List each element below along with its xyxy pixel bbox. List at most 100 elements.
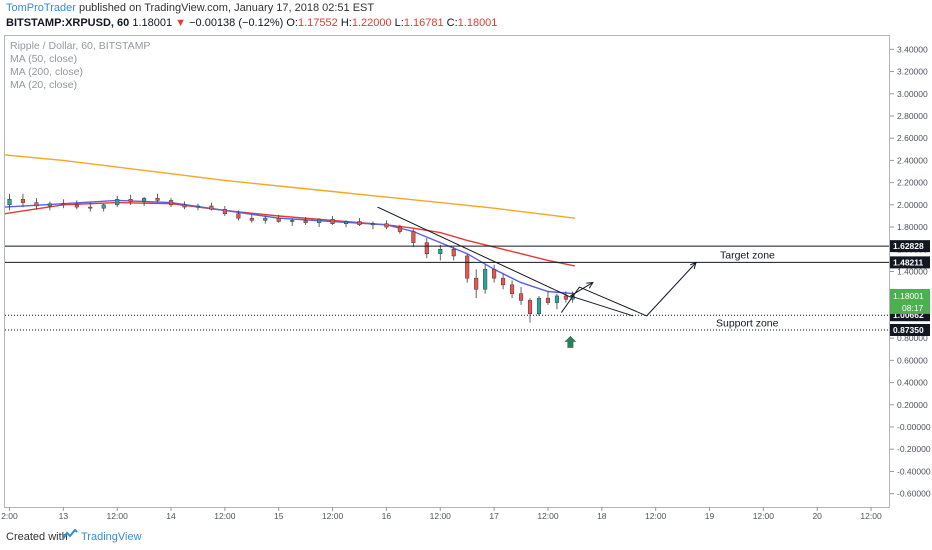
candle-body xyxy=(483,269,488,290)
level-badge-label: 1.00662 xyxy=(893,310,924,320)
trendline xyxy=(377,206,571,298)
support-zone-label: Support zone xyxy=(716,318,779,330)
y-tick-label: -0.40000 xyxy=(897,466,931,476)
y-tick-label: 2.20000 xyxy=(897,178,928,188)
legend-ma200[interactable]: MA (200, close) xyxy=(10,66,83,78)
candle-body xyxy=(563,295,568,300)
x-tick-label: 18 xyxy=(597,511,607,520)
level-badge-label: 1.48211 xyxy=(893,257,924,267)
y-tick-label: 3.00000 xyxy=(897,89,928,99)
y-tick-label: 3.20000 xyxy=(897,67,928,77)
publish-text: published on TradingView.com, January 17… xyxy=(75,2,375,14)
tradingview-logo-icon[interactable] xyxy=(62,529,78,541)
y-tick-label: 0.20000 xyxy=(897,400,928,410)
x-tick-label: 20 xyxy=(812,511,822,520)
level-badge-label: 1.62828 xyxy=(893,241,924,251)
symbol-label: BITSTAMP:XRPUSD, 60 xyxy=(6,17,130,29)
candle-body xyxy=(330,219,335,224)
y-tick-label: 2.60000 xyxy=(897,133,928,143)
candle-body xyxy=(74,204,79,208)
candle-body xyxy=(518,293,524,301)
candle-body xyxy=(34,202,39,207)
candle-body xyxy=(182,204,187,208)
countdown-label: 08:17 xyxy=(902,303,924,313)
candle-body xyxy=(20,199,25,203)
legend-title: Ripple / Dollar, 60, BITSTAMP xyxy=(10,40,151,52)
x-tick-label: 17 xyxy=(489,511,499,520)
candle-body xyxy=(317,219,322,223)
open-label: O: xyxy=(286,17,298,29)
y-tick-label: 2.40000 xyxy=(897,155,928,165)
chart-legend: Ripple / Dollar, 60, BITSTAMP MA (50, cl… xyxy=(10,40,150,92)
projection-arrow xyxy=(570,283,592,297)
author-link[interactable]: TomProTrader xyxy=(6,2,76,14)
x-tick-label: 12:00 xyxy=(107,511,129,520)
ma20-line xyxy=(4,199,575,295)
candle-body xyxy=(474,277,479,290)
level-badge xyxy=(890,256,930,269)
x-tick-label: 12:00 xyxy=(860,511,882,520)
candle-body xyxy=(424,242,429,254)
last-price-label: 1.18001 xyxy=(893,291,924,301)
candle-body xyxy=(290,220,295,222)
candle-body xyxy=(357,221,362,226)
x-tick-label: 19 xyxy=(705,511,715,520)
level-badge xyxy=(890,323,930,336)
y-tick-label: -0.00000 xyxy=(897,422,931,432)
x-tick-label: 12:00 xyxy=(753,511,775,520)
candle-body xyxy=(536,297,542,314)
candle-body xyxy=(263,217,268,221)
x-tick-label: 15 xyxy=(274,511,284,520)
target-zone-label: Target zone xyxy=(720,249,775,261)
up-arrow-icon xyxy=(564,335,577,348)
candle-body xyxy=(438,249,443,254)
high-value: 1.22000 xyxy=(351,17,392,29)
candle-body xyxy=(492,269,497,279)
change-value: −0.00138 (−0.12%) xyxy=(189,17,284,29)
candle-body xyxy=(249,217,254,221)
candle-body xyxy=(501,277,506,286)
candle-body xyxy=(115,199,120,206)
candle-body xyxy=(88,206,93,209)
candle-body xyxy=(370,223,376,226)
candle-body xyxy=(195,205,201,208)
candle-body xyxy=(465,255,470,279)
last-price-badge xyxy=(890,288,930,314)
candle-body xyxy=(384,223,389,228)
projection-path xyxy=(560,263,696,317)
candle-body xyxy=(209,205,214,210)
x-tick-label: 12:00 xyxy=(430,511,452,520)
candle-body xyxy=(142,197,147,202)
ma200-line xyxy=(4,154,575,219)
candle-body xyxy=(155,197,160,201)
ma50-line xyxy=(4,201,576,267)
x-tick-label: 12:00 xyxy=(322,511,344,520)
close-label: C: xyxy=(446,17,458,29)
candle-body xyxy=(554,295,559,303)
y-tick-label: 1.80000 xyxy=(897,222,928,232)
candle-body xyxy=(61,203,66,206)
x-tick-label: 14 xyxy=(166,511,176,520)
y-tick-label: -0.60000 xyxy=(897,489,931,499)
tradingview-brand-link[interactable]: TradingView xyxy=(81,531,142,543)
x-tick-label: 12:00 xyxy=(214,511,236,520)
down-arrow-line xyxy=(570,295,634,317)
x-tick-label: 2:00 xyxy=(1,511,18,520)
last-price: 1.18001 xyxy=(132,17,173,29)
x-tick-label: 12:00 xyxy=(537,511,559,520)
close-value: 1.18001 xyxy=(457,17,498,29)
candle-body xyxy=(545,297,551,303)
down-arrow-icon: ▼ xyxy=(175,17,187,29)
candle-body xyxy=(451,249,456,257)
candle-body xyxy=(101,204,106,209)
candle-body xyxy=(222,209,227,214)
candle-body xyxy=(397,226,402,232)
low-value: 1.16781 xyxy=(403,17,444,29)
legend-ma20[interactable]: MA (20, close) xyxy=(10,79,78,91)
price-chart[interactable]: 3.40000 3.20000 3.00000 2.80000 2.60000 2.400… xyxy=(0,0,932,520)
low-label: L: xyxy=(394,17,404,29)
footer: Created with TradingView xyxy=(0,522,932,550)
legend-ma50[interactable]: MA (50, close) xyxy=(10,53,78,65)
candle-body xyxy=(527,300,533,314)
ohlc-line: BITSTAMP:XRPUSD, 60 1.18001 ▼ −0.00138 (… xyxy=(6,17,497,29)
